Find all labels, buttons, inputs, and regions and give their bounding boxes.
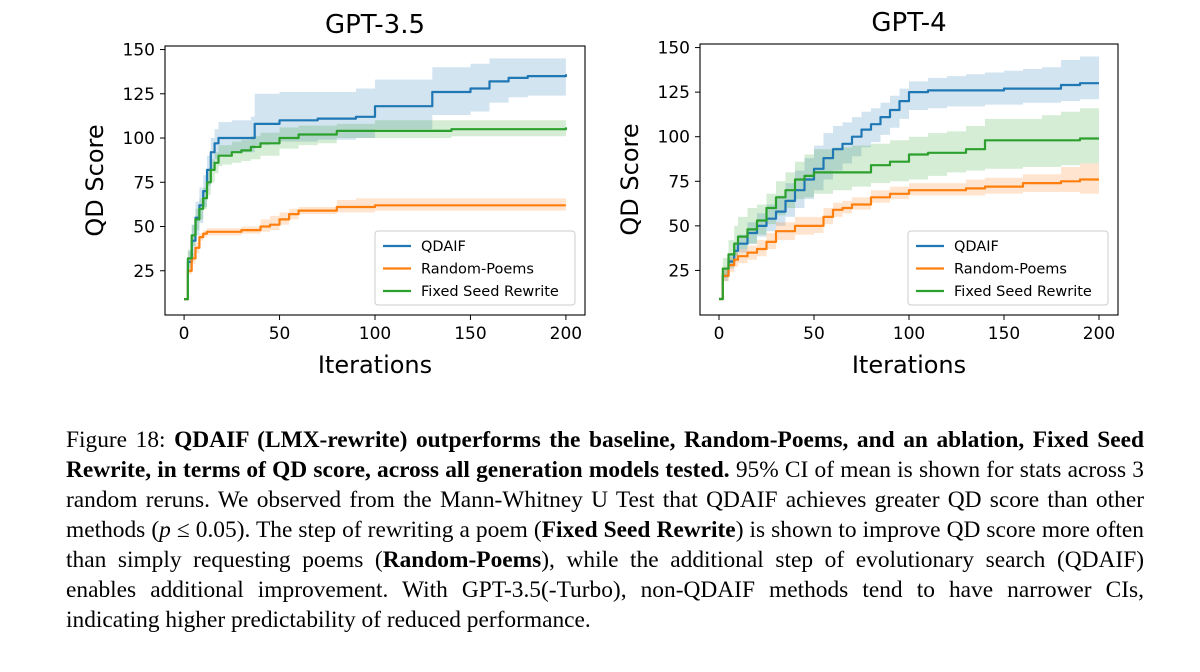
caption-text-4: ), while the additional step of evolutio… — [66, 547, 1145, 633]
y-tick-label: 25 — [668, 261, 690, 281]
legend-entry-0: QDAIF — [421, 239, 466, 255]
chart-title: GPT-4 — [871, 8, 946, 38]
ci-band-2 — [719, 108, 1099, 299]
figure-panels: 0 50 100 150 200 25 50 75 100 125 150 GPT-3.5 Iterat… — [81, 8, 1119, 379]
caption-math-p: p — [159, 517, 171, 543]
caption-text-2: ). The step of rewriting a poem ( — [236, 517, 542, 543]
figure-caption: Figure 18: QDAIF (LMX-rewrite) outperfor… — [66, 425, 1144, 635]
y-tick-label: 100 — [123, 129, 155, 149]
y-tick-label: 125 — [658, 83, 690, 103]
y-tick-label: 150 — [658, 39, 690, 59]
x-tick-label: 100 — [893, 324, 925, 344]
y-axis-label: QD Score — [81, 124, 109, 236]
y-tick-label: 75 — [668, 172, 690, 192]
caption-figure-label: Figure 18: — [66, 427, 166, 453]
y-tick-label: 75 — [133, 173, 155, 193]
series-line-1 — [719, 178, 1099, 301]
legend-box — [374, 230, 576, 306]
y-tick-label: 150 — [123, 41, 155, 61]
legend-entry-1: Random-Poems — [954, 262, 1067, 278]
ci-band-0 — [184, 58, 566, 300]
caption-bold-lead: QDAIF (LMX-rewrite) outperforms the base… — [66, 427, 1144, 483]
chart-panel-0: 0 50 100 150 200 25 50 75 100 125 150 GPT-3.5 Iterat… — [81, 10, 586, 379]
legend-box — [907, 230, 1109, 306]
x-tick-label: 150 — [988, 324, 1020, 344]
x-tick-label: 150 — [454, 324, 486, 344]
x-tick-label: 0 — [179, 324, 190, 344]
x-tick-label: 100 — [359, 324, 391, 344]
x-axis-label: Iterations — [318, 351, 432, 379]
y-axis-label: QD Score — [616, 123, 644, 235]
x-tick-label: 0 — [714, 324, 725, 344]
legend: QDAIF Random-Poems Fixed Seed Rewrite — [907, 230, 1109, 306]
legend-entry-1: Random-Poems — [421, 262, 534, 278]
caption-bold-random: Random-Poems — [382, 547, 542, 573]
series-line-2 — [184, 127, 568, 301]
legend-entry-0: QDAIF — [954, 239, 999, 255]
x-tick-label: 50 — [803, 324, 825, 344]
y-tick-label: 25 — [133, 262, 155, 282]
ci-band-0 — [719, 56, 1099, 299]
legend-entry-2: Fixed Seed Rewrite — [421, 284, 559, 300]
series-line-1 — [184, 204, 566, 301]
legend: QDAIF Random-Poems Fixed Seed Rewrite — [374, 230, 576, 306]
y-tick-label: 50 — [668, 217, 690, 237]
x-tick-label: 200 — [1083, 324, 1115, 344]
x-axis-label: Iterations — [852, 351, 966, 379]
chart-title: GPT-3.5 — [325, 10, 425, 40]
x-tick-label: 200 — [550, 324, 582, 344]
legend-entry-2: Fixed Seed Rewrite — [954, 284, 1092, 300]
y-tick-label: 50 — [133, 218, 155, 238]
x-tick-label: 50 — [269, 324, 291, 344]
caption-text-3: ) is shown to improve QD score more ofte… — [66, 517, 1144, 573]
y-tick-label: 100 — [658, 128, 690, 148]
caption-math-rel: ≤ 0.05 — [170, 517, 237, 543]
y-tick-label: 125 — [123, 85, 155, 105]
caption-bold-fixed: Fixed Seed Rewrite — [541, 517, 736, 543]
chart-panel-1: 0 50 100 150 200 25 50 75 100 125 150 GPT-4 Iteratio… — [616, 8, 1119, 379]
series-line-2 — [719, 137, 1099, 301]
caption-text-1: 95% CI of mean is shown for stats across… — [66, 457, 1144, 543]
